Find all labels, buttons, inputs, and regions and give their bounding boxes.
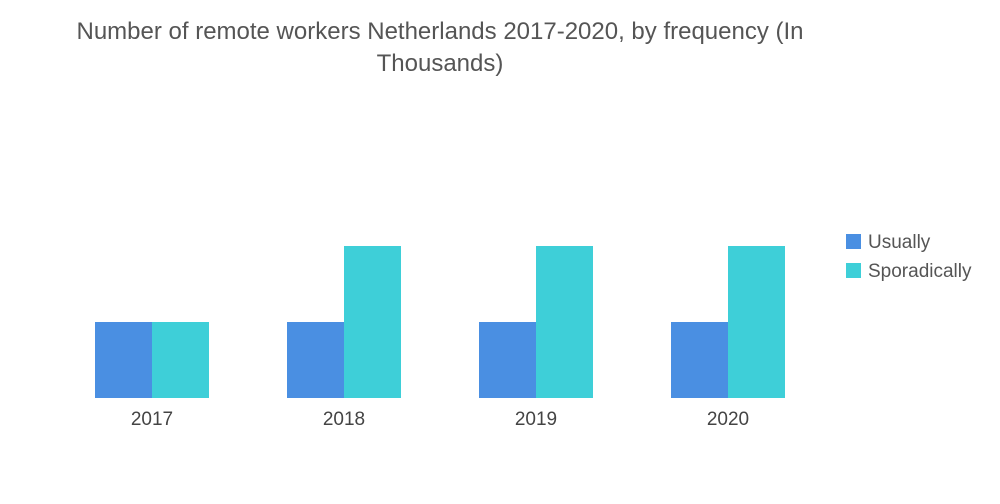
legend: Usually Sporadically xyxy=(846,232,972,282)
chart-title: Number of remote workers Netherlands 201… xyxy=(76,18,804,77)
x-tick-label: 2020 xyxy=(707,409,749,430)
bar-sporadically-2018 xyxy=(344,246,401,398)
bar-sporadically-2020 xyxy=(728,246,785,398)
bar-sporadically-2017 xyxy=(152,322,209,398)
bar-usually-2020 xyxy=(671,322,728,398)
bar-usually-2019 xyxy=(479,322,536,398)
x-tick-label: 2017 xyxy=(131,409,173,430)
legend-swatch-usually xyxy=(846,234,861,249)
bar-usually-2018 xyxy=(287,322,344,398)
x-axis-ticks: 2017 2018 2019 2020 xyxy=(131,409,749,430)
legend-label-sporadically: Sporadically xyxy=(868,261,972,282)
legend-label-usually: Usually xyxy=(868,232,931,253)
legend-swatch-sporadically xyxy=(846,263,861,278)
bar-usually-2017 xyxy=(95,322,152,398)
bars-layer xyxy=(95,246,785,398)
x-tick-label: 2018 xyxy=(323,409,365,430)
x-tick-label: 2019 xyxy=(515,409,557,430)
bar-sporadically-2019 xyxy=(536,246,593,398)
